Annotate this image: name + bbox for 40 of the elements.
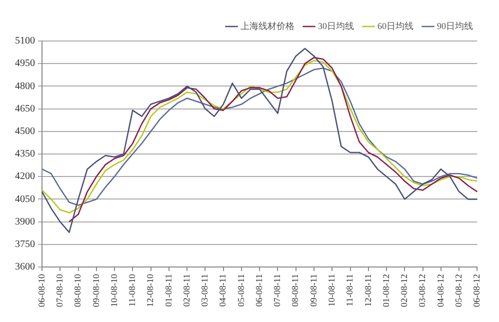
x-tick-label: 10-08-10 — [108, 274, 119, 308]
x-tick-label: 11-08-10 — [127, 274, 138, 307]
x-tick-label: 03-08-12 — [417, 274, 428, 308]
x-tick-label: 06-08-11 — [254, 274, 264, 307]
x-tick-label: 02-08-11 — [181, 274, 192, 307]
y-tick-label: 3600 — [15, 262, 35, 273]
x-tick-label: 10-08-11 — [326, 274, 336, 307]
legend-label: 上海线材价格 — [240, 20, 294, 31]
x-tick-label: 05-08-12 — [453, 274, 464, 308]
y-tick-label: 4950 — [15, 58, 35, 70]
legend-label: 60日均线 — [378, 20, 414, 31]
x-tick-label: 01-08-12 — [380, 274, 391, 308]
y-tick-label: 4800 — [15, 80, 35, 92]
y-tick-label: 5100 — [15, 36, 35, 47]
x-tick-label: 09-08-10 — [90, 274, 101, 308]
x-tick-label: 04-08-12 — [435, 274, 446, 308]
y-tick-label: 4200 — [15, 171, 35, 182]
x-tick-label: 11-08-11 — [344, 274, 355, 306]
x-tick-label: 05-08-11 — [236, 274, 246, 307]
x-tick-label: 08-08-11 — [290, 274, 300, 307]
x-tick-label: 09-08-11 — [308, 274, 318, 307]
y-tick-label: 4500 — [15, 126, 35, 138]
x-tick-label: 07-08-11 — [272, 274, 282, 307]
x-tick-label: 06-08-12 — [472, 274, 482, 308]
y-tick-label: 4650 — [15, 103, 35, 114]
x-tick-label: 08-08-10 — [72, 274, 83, 308]
x-tick-label: 01-08-11 — [163, 274, 174, 307]
x-tick-label: 02-08-12 — [399, 274, 410, 308]
x-tick-label: 07-08-10 — [54, 274, 64, 308]
x-tick-label: 04-08-11 — [218, 274, 228, 307]
x-tick-label: 12-08-10 — [145, 274, 156, 308]
x-tick-label: 06-08-10 — [36, 274, 46, 308]
y-tick-label: 3750 — [15, 239, 35, 250]
x-tick-label: 03-08-11 — [200, 274, 210, 307]
legend-label: 30日均线 — [318, 20, 354, 31]
x-tick-label: 12-08-11 — [362, 274, 373, 307]
y-tick-label: 3900 — [15, 216, 35, 228]
y-tick-label: 4350 — [15, 148, 35, 160]
legend-label: 90日均线 — [437, 20, 473, 31]
y-tick-label: 4050 — [15, 194, 35, 205]
